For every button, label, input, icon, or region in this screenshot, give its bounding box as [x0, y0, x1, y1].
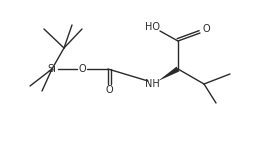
Text: NH: NH [145, 79, 159, 89]
Text: O: O [202, 24, 210, 34]
Text: O: O [105, 85, 113, 95]
Polygon shape [158, 67, 180, 81]
Text: O: O [78, 64, 86, 74]
Text: Si: Si [47, 64, 57, 74]
Text: HO: HO [144, 22, 159, 32]
